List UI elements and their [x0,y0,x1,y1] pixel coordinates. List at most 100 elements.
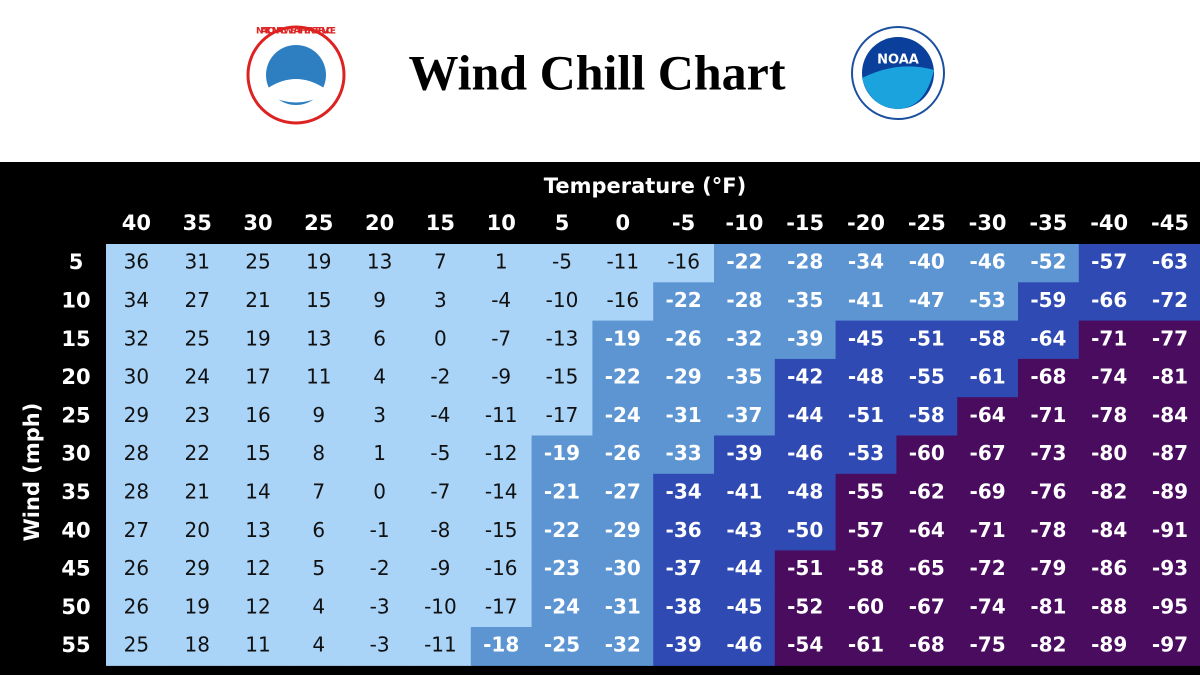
cell-value: -82 [1030,633,1066,657]
cell-value: -12 [485,441,518,465]
cell-background [714,397,776,437]
cell-background [774,473,837,513]
cell-value: -11 [606,250,639,274]
cell-value: 14 [245,479,270,503]
cell-value: -55 [848,479,884,503]
cell-value: 29 [184,556,209,580]
cell-background [835,550,897,590]
cell-background [410,282,472,322]
cell-background [349,550,411,590]
column-header: Temperature (°F) [544,174,746,198]
cell-background [470,397,533,437]
column-label: -35 [1029,211,1067,235]
cell-value: 36 [124,250,149,274]
cell-background [957,282,1019,322]
cell-background [410,627,472,666]
nws-logo: NATIONAL WEATHER SERVICE [246,25,346,125]
cell-value: -71 [970,518,1006,542]
cell-background [227,627,289,666]
cell-value: 11 [245,633,270,657]
cell-background [349,397,411,437]
cell-value: 6 [373,326,386,350]
cell-value: -29 [605,518,641,542]
cell-background [714,550,776,590]
cell-background [653,244,715,283]
cell-background [227,320,289,360]
cell-background [835,282,897,322]
cell-background [653,473,715,513]
cell-value: -24 [544,594,580,618]
cell-value: -51 [848,403,884,427]
cell-value: -87 [1152,441,1188,465]
cell-value: 25 [245,250,270,274]
cell-value: -26 [605,441,641,465]
cell-background [1139,320,1200,360]
row-label: 20 [61,365,90,389]
cell-value: -58 [970,326,1006,350]
cell-background [1139,512,1200,551]
cell-background [592,244,654,283]
cell-background [1078,397,1141,437]
cell-background [1078,320,1141,360]
cell-value: -9 [491,365,511,389]
cell-value: -32 [726,326,762,350]
cell-value: -86 [1091,556,1127,580]
cell-value: 9 [312,403,325,427]
cell-background [653,320,715,360]
cell-value: -97 [1152,633,1188,657]
cell-background [957,435,1019,475]
cell-background [592,320,654,360]
cell-background [166,627,229,666]
cell-value: -77 [1152,326,1188,350]
cell-background [531,358,593,398]
cell-background [714,435,776,475]
column-label: 10 [487,211,516,235]
cell-value: 13 [245,518,270,542]
cell-background [166,512,229,551]
cell-background [774,358,837,398]
cell-value: -81 [1030,594,1066,618]
cell-value: -5 [430,441,450,465]
cell-value: -64 [1030,326,1066,350]
cell-value: 13 [367,250,392,274]
noaa-logo-text: NOAA [877,53,919,68]
table-body: 36 31 25 19 13 7 1 -5 -11 -16 -22 -28 -34 -40 -46 -52 -5… [106,244,1200,666]
cell-background [410,244,472,283]
cell-background [288,550,350,590]
cell-background [106,320,168,360]
row-label: 45 [61,557,90,581]
row-label: 15 [61,327,90,351]
cell-background [470,435,533,475]
cell-value: 27 [124,518,149,542]
cell-background [288,588,350,628]
cell-background [531,244,593,283]
cell-background [957,550,1019,590]
cell-value: -39 [787,326,823,350]
column-label: 30 [243,211,272,235]
cell-value: -28 [787,250,823,274]
cell-background [1139,627,1200,666]
cell-background [653,627,715,666]
cell-value: -53 [848,441,884,465]
cell-value: -73 [1030,441,1066,465]
cell-value: -74 [970,594,1006,618]
cell-value: -74 [1091,365,1127,389]
cell-background [410,320,472,360]
column-label: 35 [183,211,212,235]
cell-value: -64 [909,518,945,542]
cell-value: -2 [370,556,390,580]
cell-value: -57 [848,518,884,542]
cell-value: -67 [970,441,1006,465]
cell-value: 6 [312,518,325,542]
cell-value: -72 [1152,288,1188,312]
cell-value: 25 [124,633,149,657]
cell-value: 30 [124,365,149,389]
cell-background [410,358,472,398]
column-label: 0 [615,211,630,235]
cell-background [774,397,837,437]
cell-background [774,282,837,322]
cell-background [166,397,229,437]
cell-background [288,244,350,283]
cell-background [1018,512,1080,551]
cell-value: -35 [726,365,762,389]
